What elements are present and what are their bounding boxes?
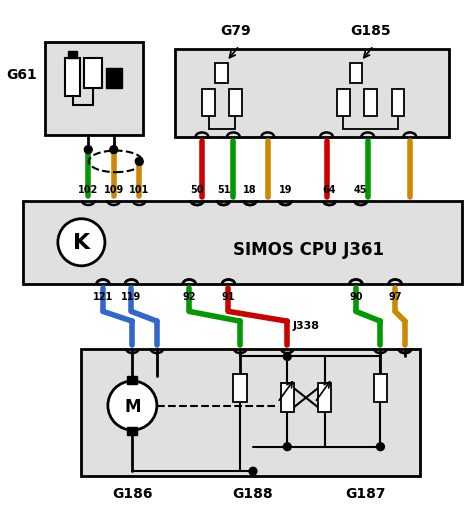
Bar: [106, 69, 122, 89]
Text: 64: 64: [323, 184, 336, 194]
Text: K: K: [73, 233, 90, 253]
Bar: [45, 42, 143, 136]
Text: G79: G79: [220, 24, 251, 38]
Text: 121: 121: [93, 291, 113, 301]
Bar: [349, 64, 362, 84]
Text: G186: G186: [112, 486, 153, 500]
Circle shape: [110, 146, 118, 154]
Text: 101: 101: [129, 184, 149, 194]
Bar: [23, 201, 462, 284]
Text: 51: 51: [217, 184, 230, 194]
Circle shape: [58, 219, 105, 266]
Text: G185: G185: [350, 24, 391, 38]
Circle shape: [376, 443, 384, 451]
Bar: [128, 427, 137, 435]
Bar: [229, 90, 242, 117]
Text: 19: 19: [279, 184, 292, 194]
Text: G188: G188: [233, 486, 273, 500]
Text: 92: 92: [182, 291, 196, 301]
Text: 109: 109: [104, 184, 124, 194]
Bar: [318, 383, 331, 413]
Text: SIMOS CPU J361: SIMOS CPU J361: [233, 240, 383, 259]
Bar: [364, 90, 377, 117]
Circle shape: [283, 353, 291, 361]
Bar: [337, 90, 349, 117]
Circle shape: [108, 381, 157, 430]
Text: 91: 91: [222, 291, 235, 301]
Bar: [68, 52, 77, 59]
Bar: [281, 383, 294, 413]
Text: 45: 45: [354, 184, 367, 194]
Text: 50: 50: [191, 184, 204, 194]
Bar: [374, 374, 387, 402]
Text: 97: 97: [388, 291, 402, 301]
Bar: [82, 349, 419, 476]
Circle shape: [283, 443, 291, 451]
Bar: [215, 64, 228, 84]
Text: J338: J338: [292, 321, 319, 330]
Circle shape: [84, 146, 92, 154]
Bar: [65, 59, 81, 96]
Text: G187: G187: [346, 486, 386, 500]
Circle shape: [249, 467, 257, 475]
Bar: [84, 59, 102, 89]
Circle shape: [135, 158, 143, 166]
Text: 90: 90: [349, 291, 363, 301]
Text: M: M: [124, 397, 141, 415]
Bar: [128, 376, 137, 384]
Text: 18: 18: [243, 184, 257, 194]
Text: 102: 102: [78, 184, 99, 194]
Bar: [392, 90, 404, 117]
Text: G61: G61: [7, 68, 37, 82]
Bar: [202, 90, 215, 117]
Bar: [174, 49, 449, 137]
Bar: [233, 374, 247, 402]
Text: 119: 119: [121, 291, 142, 301]
